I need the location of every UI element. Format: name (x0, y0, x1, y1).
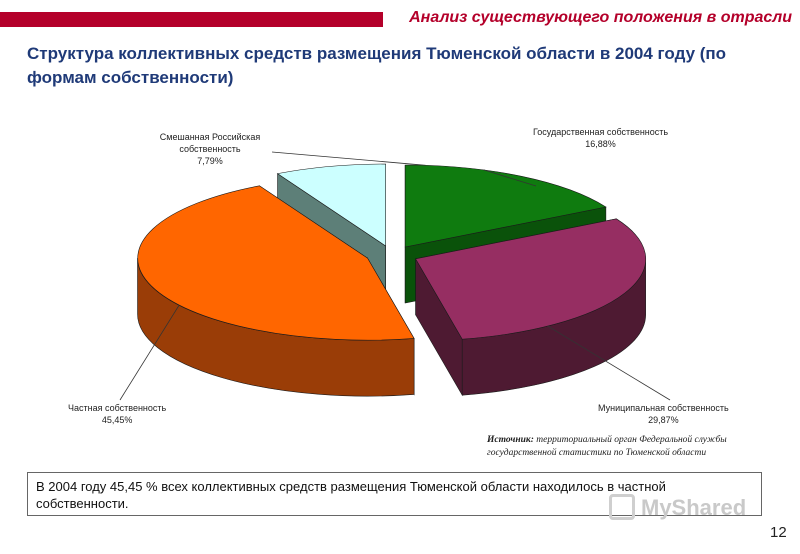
slice-label-value: 7,79% (197, 156, 223, 166)
label-municipal-ownership: Муниципальная собственность 29,87% (598, 402, 729, 426)
pie-slice-municipal (415, 218, 646, 397)
pie-top-municipal (415, 218, 646, 340)
slice-label-value: 16,88% (585, 139, 616, 149)
watermark: MyShared (609, 492, 769, 524)
section-title: Анализ существующего положения в отрасли (409, 9, 792, 26)
slice-label-name: Смешанная Российская собственность (159, 132, 261, 154)
pie-top-mixed (276, 163, 386, 247)
header-accent-line (0, 12, 383, 27)
slice-label-value: 29,87% (648, 415, 679, 425)
label-mixed-ownership: Смешанная Российская собственность 7,79% (154, 131, 266, 167)
slice-label-name: Муниципальная собственность (598, 403, 729, 413)
pie-top-state (404, 164, 607, 248)
watermark-logo-icon (609, 494, 635, 521)
watermark-text: MyShared (641, 495, 747, 520)
slide-title: Структура коллективных средств размещени… (27, 44, 727, 87)
source-note: Источник: территориальный орган Федераль… (487, 434, 787, 460)
header-bar: Анализ существующего положения в отрасли (0, 9, 800, 28)
label-private-ownership: Частная собственность 45,45% (68, 402, 166, 426)
pie-top-private (137, 185, 415, 341)
slice-label-name: Государственная собственность (533, 127, 669, 137)
slice-label-name: Частная собственность (68, 403, 167, 413)
pie-slice-private (137, 185, 415, 397)
leader-line-private (119, 304, 180, 401)
leader-line-municipal (547, 325, 671, 401)
leader-line-state (483, 169, 537, 187)
source-text: территориальный орган Федеральной службы… (487, 435, 727, 458)
label-state-ownership: Государственная собственность 16,88% (533, 126, 668, 150)
summary-note: В 2004 году 45,45 % всех коллективных ср… (27, 472, 762, 516)
source-label: Источник: (487, 435, 534, 445)
leader-line-mixed (271, 151, 426, 166)
page-number: 12 (770, 524, 787, 541)
slice-label-value: 45,45% (101, 415, 133, 425)
